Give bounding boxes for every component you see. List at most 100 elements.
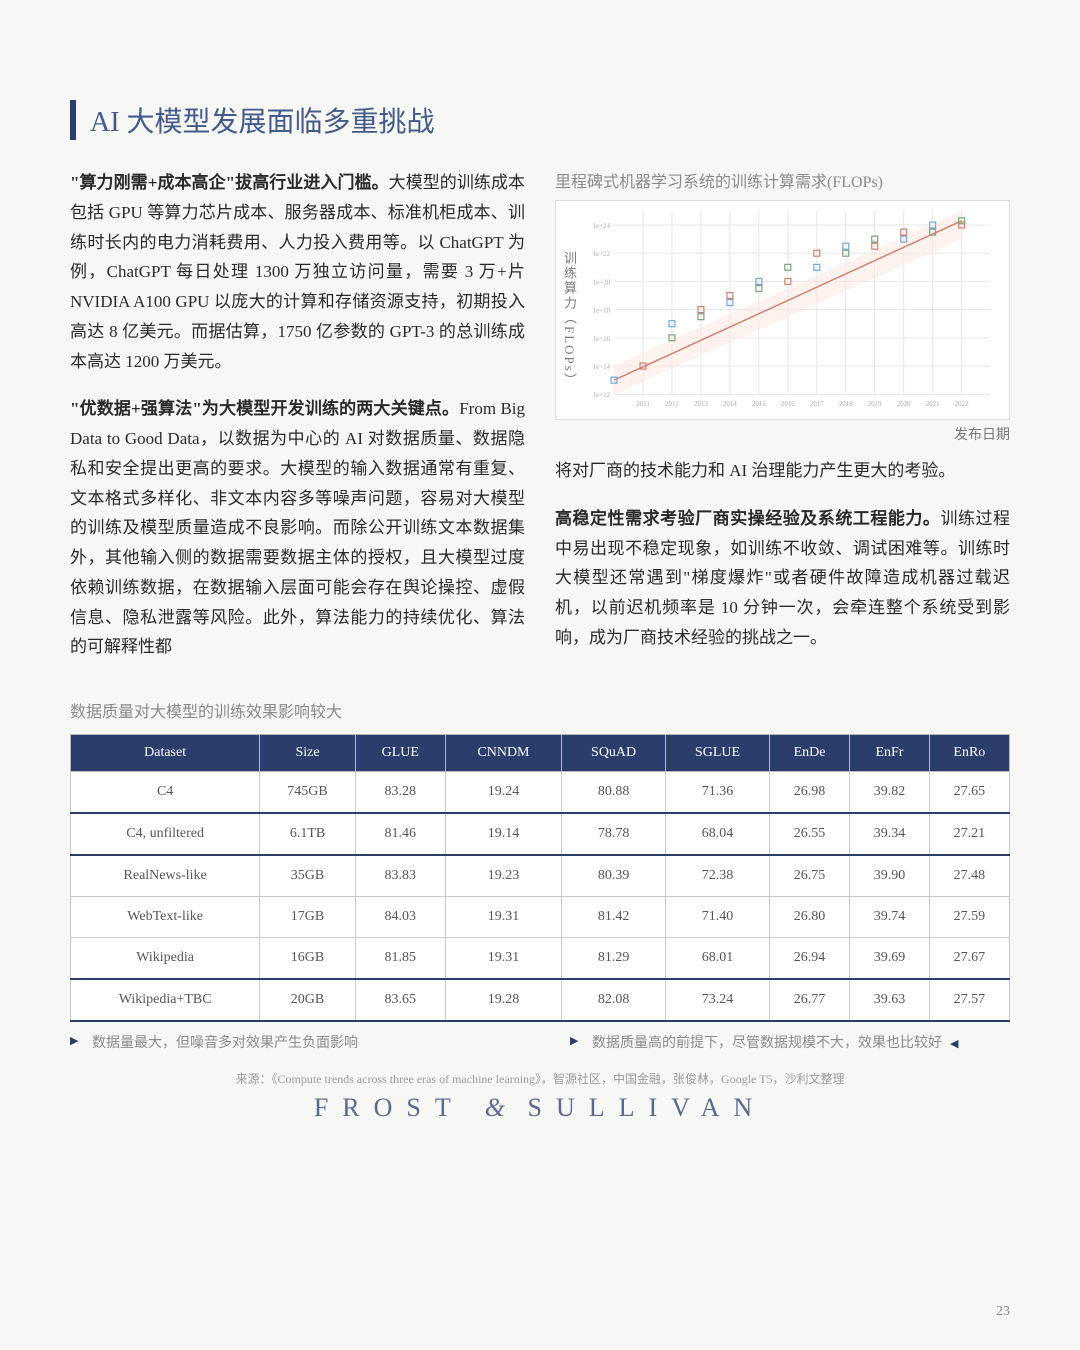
flops-chart: 训练算力（FLOPs） 1e+121e+141e+161e+181e+201e+… bbox=[555, 200, 1010, 420]
table-cell: 27.57 bbox=[929, 979, 1009, 1021]
svg-text:2015: 2015 bbox=[752, 401, 766, 408]
table-annotations: 数据量最大，但噪音多对效果产生负面影响 数据质量高的前提下，尽管数据规模不大，效… bbox=[70, 1032, 1010, 1052]
svg-text:2021: 2021 bbox=[926, 401, 940, 408]
table-header-cell: CNNDM bbox=[445, 735, 561, 772]
svg-text:1e+24: 1e+24 bbox=[593, 223, 611, 230]
table-cell: Wikipedia bbox=[71, 938, 260, 980]
table-cell: 19.23 bbox=[445, 855, 561, 897]
chart-xlabel: 发布日期 bbox=[555, 424, 1010, 444]
table-cell: 84.03 bbox=[355, 897, 445, 938]
annotation-left: 数据量最大，但噪音多对效果产生负面影响 bbox=[70, 1032, 510, 1052]
table-cell: 35GB bbox=[260, 855, 356, 897]
table-cell: 81.46 bbox=[355, 813, 445, 855]
table-header-cell: SQuAD bbox=[562, 735, 666, 772]
table-cell: 19.31 bbox=[445, 938, 561, 980]
table-row: WebText-like17GB84.0319.3181.4271.4026.8… bbox=[71, 897, 1010, 938]
right-column: 里程碑式机器学习系统的训练计算需求(FLOPs) 训练算力（FLOPs） 1e+… bbox=[555, 168, 1010, 680]
table-cell: RealNews-like bbox=[71, 855, 260, 897]
table-header-cell: EnFr bbox=[850, 735, 930, 772]
para-3-lead: 高稳定性需求考验厂商实操经验及系统工程能力。 bbox=[555, 509, 940, 528]
table-cell: 16GB bbox=[260, 938, 356, 980]
para-cont: 将对厂商的技术能力和 AI 治理能力产生更大的考验。 bbox=[555, 456, 1010, 486]
annotation-right: 数据质量高的前提下，尽管数据规模不大，效果也比较好 bbox=[570, 1032, 1010, 1052]
table-cell: 82.08 bbox=[562, 979, 666, 1021]
table-header-row: DatasetSizeGLUECNNDMSQuADSGLUEEnDeEnFrEn… bbox=[71, 735, 1010, 772]
table-caption: 数据质量对大模型的训练效果影响较大 bbox=[70, 698, 1010, 722]
svg-text:2014: 2014 bbox=[723, 401, 737, 408]
svg-text:1e+14: 1e+14 bbox=[593, 364, 611, 371]
page-number: 23 bbox=[996, 1304, 1010, 1320]
table-cell: 81.85 bbox=[355, 938, 445, 980]
table-cell: 39.74 bbox=[850, 897, 930, 938]
table-cell: 26.98 bbox=[769, 772, 849, 814]
table-row: Wikipedia16GB81.8519.3181.2968.0126.9439… bbox=[71, 938, 1010, 980]
table-row: C4745GB83.2819.2480.8871.3626.9839.8227.… bbox=[71, 772, 1010, 814]
table-header-cell: EnDe bbox=[769, 735, 849, 772]
brand-amp: & bbox=[485, 1093, 507, 1122]
table-cell: WebText-like bbox=[71, 897, 260, 938]
table-cell: 39.82 bbox=[850, 772, 930, 814]
table-row: C4, unfiltered6.1TB81.4619.1478.7868.042… bbox=[71, 813, 1010, 855]
svg-text:1e+22: 1e+22 bbox=[593, 251, 611, 258]
para-3: 高稳定性需求考验厂商实操经验及系统工程能力。训练过程中易出现不稳定现象，如训练不… bbox=[555, 504, 1010, 653]
left-column: "算力刚需+成本高企"拔高行业进入门槛。大模型的训练成本包括 GPU 等算力芯片… bbox=[70, 168, 525, 680]
svg-text:1e+16: 1e+16 bbox=[593, 336, 611, 343]
table-cell: 39.90 bbox=[850, 855, 930, 897]
svg-text:2018: 2018 bbox=[839, 401, 853, 408]
table-cell: 39.34 bbox=[850, 813, 930, 855]
table-cell: C4, unfiltered bbox=[71, 813, 260, 855]
table-cell: 71.36 bbox=[666, 772, 770, 814]
table-cell: 39.69 bbox=[850, 938, 930, 980]
table-cell: 72.38 bbox=[666, 855, 770, 897]
table-cell: 27.48 bbox=[929, 855, 1009, 897]
table-body: C4745GB83.2819.2480.8871.3626.9839.8227.… bbox=[71, 772, 1010, 1022]
table-cell: 27.65 bbox=[929, 772, 1009, 814]
table-cell: 19.14 bbox=[445, 813, 561, 855]
svg-text:1e+20: 1e+20 bbox=[593, 279, 611, 286]
table-cell: 745GB bbox=[260, 772, 356, 814]
para-2-lead: "优数据+强算法"为大模型开发训练的两大关键点。 bbox=[70, 399, 459, 418]
table-cell: 19.24 bbox=[445, 772, 561, 814]
svg-text:2020: 2020 bbox=[897, 401, 911, 408]
table-cell: 81.42 bbox=[562, 897, 666, 938]
page-title: AI 大模型发展面临多重挑战 bbox=[70, 100, 1010, 140]
brand-footer: FROST & SULLIVAN bbox=[70, 1093, 1010, 1123]
table-cell: Wikipedia+TBC bbox=[71, 979, 260, 1021]
table-cell: 83.28 bbox=[355, 772, 445, 814]
table-cell: 71.40 bbox=[666, 897, 770, 938]
para-1-body: 大模型的训练成本包括 GPU 等算力芯片成本、服务器成本、标准机柜成本、训练时长… bbox=[70, 173, 525, 371]
source-line: 来源：《Compute trends across three eras of … bbox=[70, 1070, 1010, 1087]
brand-right: SULLIVAN bbox=[528, 1093, 767, 1122]
content-columns: "算力刚需+成本高企"拔高行业进入门槛。大模型的训练成本包括 GPU 等算力芯片… bbox=[70, 168, 1010, 680]
table-cell: 78.78 bbox=[562, 813, 666, 855]
table-cell: C4 bbox=[71, 772, 260, 814]
table-cell: 19.31 bbox=[445, 897, 561, 938]
table-row: RealNews-like35GB83.8319.2380.3972.3826.… bbox=[71, 855, 1010, 897]
table-header-cell: Dataset bbox=[71, 735, 260, 772]
table-cell: 81.29 bbox=[562, 938, 666, 980]
table-cell: 26.94 bbox=[769, 938, 849, 980]
table-header-cell: EnRo bbox=[929, 735, 1009, 772]
table-header-cell: GLUE bbox=[355, 735, 445, 772]
para-2: "优数据+强算法"为大模型开发训练的两大关键点。From Big Data to… bbox=[70, 394, 525, 662]
table-cell: 26.77 bbox=[769, 979, 849, 1021]
table-cell: 83.83 bbox=[355, 855, 445, 897]
svg-text:2017: 2017 bbox=[810, 401, 824, 408]
table-cell: 39.63 bbox=[850, 979, 930, 1021]
table-header-cell: Size bbox=[260, 735, 356, 772]
chart-title: 里程碑式机器学习系统的训练计算需求(FLOPs) bbox=[555, 168, 1010, 192]
chart-svg: 1e+121e+141e+161e+181e+201e+221e+2420112… bbox=[556, 201, 1009, 419]
table-cell: 27.21 bbox=[929, 813, 1009, 855]
svg-text:2013: 2013 bbox=[694, 401, 708, 408]
chart-ylabel: 训练算力（FLOPs） bbox=[560, 251, 579, 388]
table-cell: 17GB bbox=[260, 897, 356, 938]
svg-text:2012: 2012 bbox=[665, 401, 679, 408]
para-1-lead: "算力刚需+成本高企"拔高行业进入门槛。 bbox=[70, 173, 389, 192]
para-3-body: 训练过程中易出现不稳定现象，如训练不收敛、调试困难等。训练时大模型还常遇到"梯度… bbox=[555, 509, 1010, 647]
table-cell: 80.88 bbox=[562, 772, 666, 814]
para-1: "算力刚需+成本高企"拔高行业进入门槛。大模型的训练成本包括 GPU 等算力芯片… bbox=[70, 168, 525, 376]
table-cell: 83.65 bbox=[355, 979, 445, 1021]
table-cell: 73.24 bbox=[666, 979, 770, 1021]
svg-text:2022: 2022 bbox=[955, 401, 969, 408]
table-cell: 68.01 bbox=[666, 938, 770, 980]
